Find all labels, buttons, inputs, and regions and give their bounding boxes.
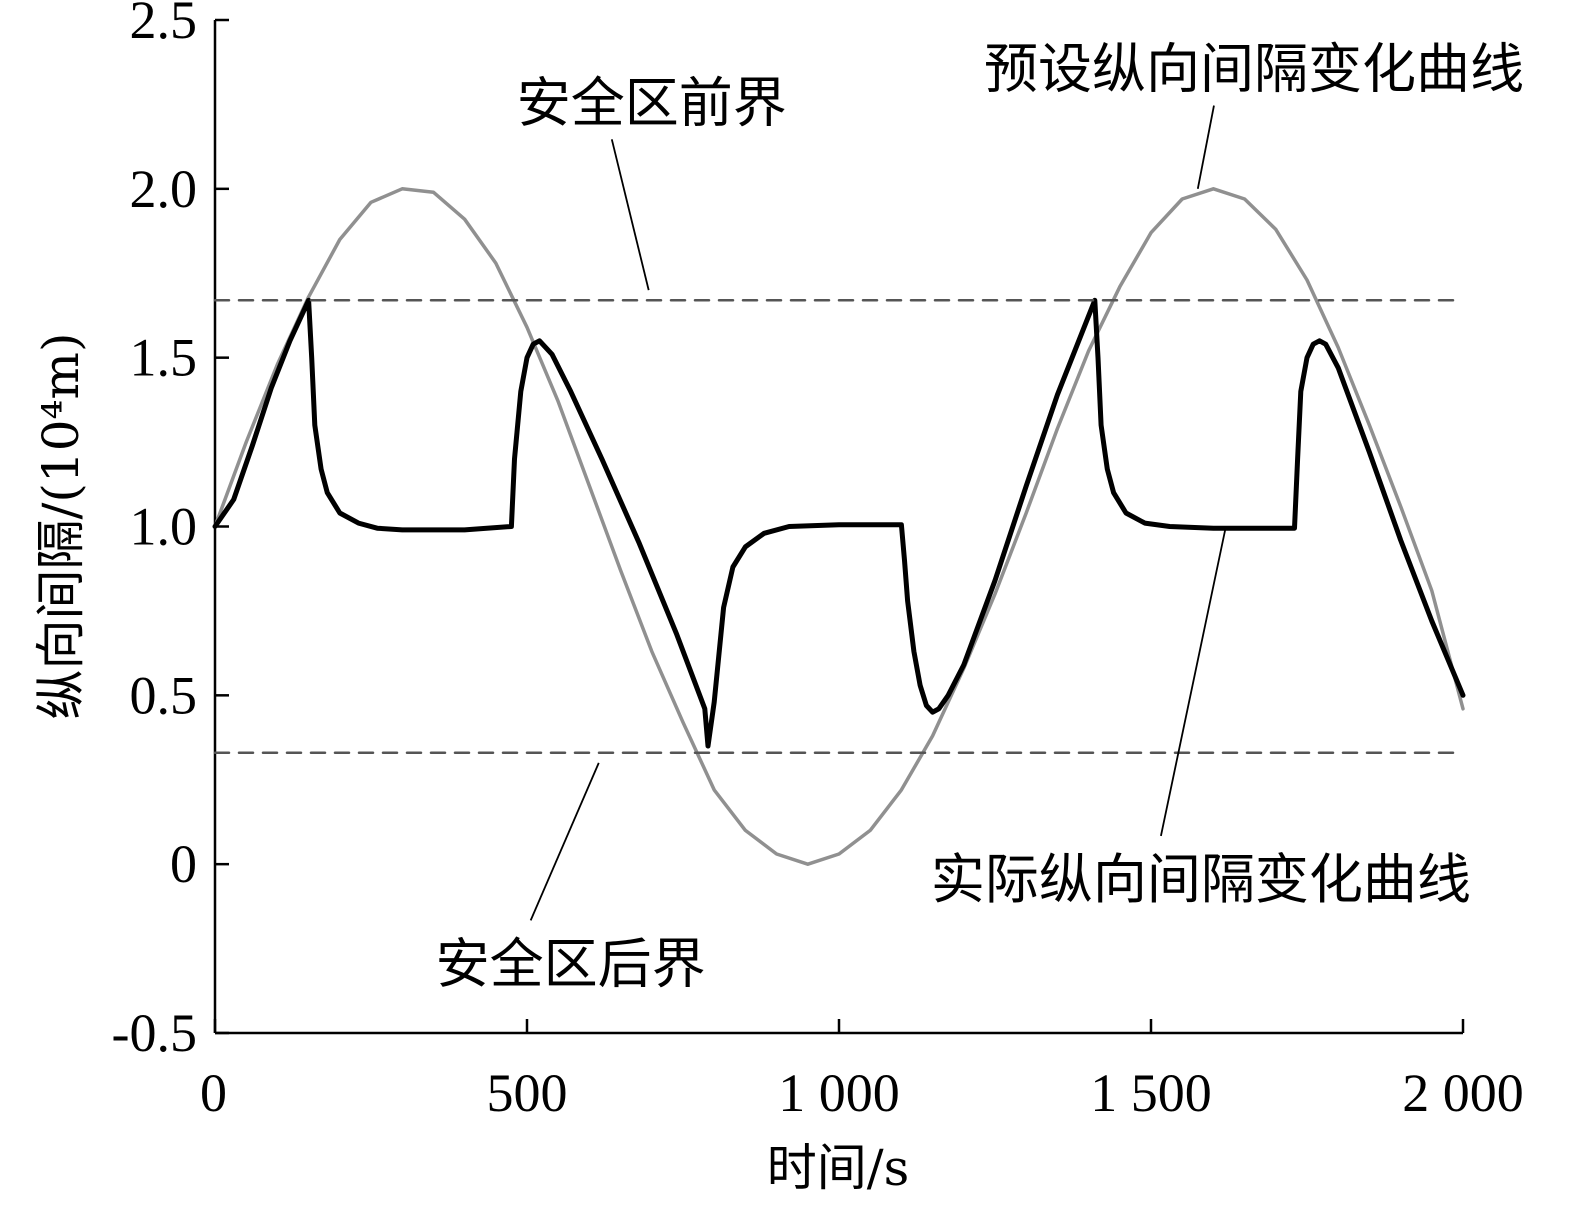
- annotation-label-3: 安全区后界: [436, 932, 706, 995]
- x-tick-label: 0: [200, 1063, 227, 1123]
- y-tick-label: 1.0: [130, 497, 198, 557]
- x-tick-label: 1 000: [778, 1063, 900, 1123]
- annotation-leader-1: [1196, 105, 1215, 190]
- x-tick-label: 1 500: [1090, 1063, 1212, 1123]
- x-tick-label: 500: [487, 1063, 568, 1123]
- y-tick-label: 1.5: [130, 328, 198, 388]
- series-line-1: [212, 297, 1466, 749]
- annotation-leader-0: [610, 139, 650, 291]
- x-axis-title: 时间/s: [767, 1139, 910, 1197]
- y-tick-label: 2.5: [130, 0, 198, 50]
- y-tick-label: 0.5: [130, 665, 198, 725]
- annotation-label-2: 实际纵向间隔变化曲线: [931, 848, 1471, 911]
- series-layer: [212, 187, 1466, 866]
- y-tick-label: 0: [170, 834, 197, 894]
- y-tick-label: 2.0: [130, 159, 198, 219]
- y-axis-title: 纵向间隔/(10⁴m): [32, 333, 90, 720]
- annotation-leader-2: [1160, 526, 1227, 837]
- x-tick-label: 2 000: [1402, 1063, 1524, 1123]
- series-line-0: [213, 187, 1465, 866]
- annotation-label-1: 预设纵向间隔变化曲线: [984, 38, 1524, 101]
- annotation-label-0: 安全区前界: [517, 71, 787, 134]
- y-tick-label: -0.5: [112, 1003, 197, 1063]
- axes: -0.500.51.01.52.02.50 500 1 000 1 500 2 000: [112, 0, 1524, 1123]
- annotation-leader-3: [529, 762, 600, 921]
